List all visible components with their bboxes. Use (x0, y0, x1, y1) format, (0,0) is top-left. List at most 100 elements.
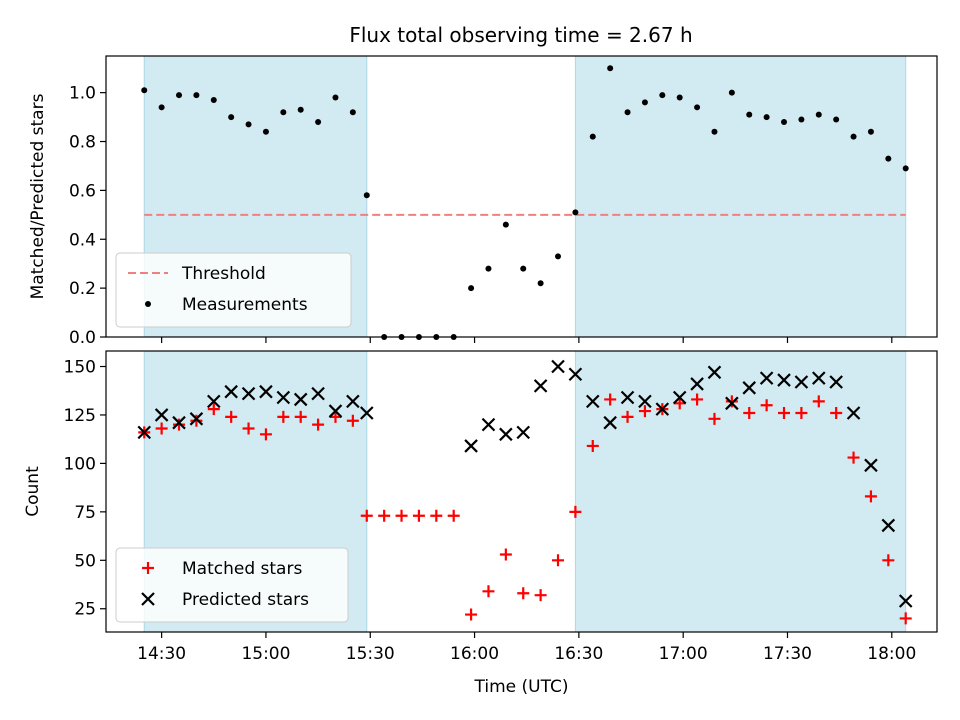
x-axis-label: Time (UTC) (474, 677, 569, 697)
data-point (781, 118, 788, 125)
y-tick-label: 75 (74, 503, 96, 523)
data-point (259, 384, 273, 399)
y-tick-label: 50 (74, 551, 96, 571)
data-point (898, 594, 913, 608)
y-tick-label: 0.4 (69, 230, 96, 250)
data-point (707, 365, 722, 380)
data-point (332, 94, 339, 101)
data-point (555, 253, 562, 260)
data-point (551, 359, 565, 374)
y-tick-label: 1.0 (69, 84, 96, 104)
data-point (517, 587, 530, 600)
data-point (534, 589, 547, 602)
data-point (447, 509, 460, 522)
observing-window-1 (574, 55, 907, 338)
data-point (794, 375, 809, 389)
data-point (795, 407, 808, 420)
data-point (829, 375, 843, 389)
data-point (193, 92, 200, 99)
data-point (621, 410, 634, 423)
data-point (464, 439, 478, 453)
x-tick-label: 16:30 (554, 644, 603, 664)
y-tick-label: 0.6 (69, 181, 96, 201)
data-point (155, 422, 168, 435)
data-point (552, 554, 565, 567)
data-point (241, 386, 256, 401)
data-point (728, 89, 735, 96)
y-tick-label: 100 (64, 454, 96, 474)
data-point (228, 114, 235, 121)
data-point (604, 393, 617, 406)
data-point (759, 371, 774, 385)
data-point (885, 155, 892, 162)
data-point (173, 418, 186, 431)
data-point (242, 422, 255, 435)
data-point (572, 209, 579, 216)
data-point (224, 384, 238, 399)
series-predicted-stars (137, 359, 913, 608)
series-matched-stars (138, 393, 912, 625)
data-point (207, 394, 221, 409)
ratio-panel: 0.0 0.2 0.4 0.6 0.8 1.0 Matched/Predicted star… (28, 55, 938, 348)
data-point (586, 439, 599, 452)
data-point (329, 410, 342, 423)
data-point (742, 381, 757, 395)
data-point (482, 585, 495, 598)
y-tick-label: 0.2 (69, 279, 96, 299)
y-tick-label: 125 (64, 406, 96, 426)
data-point (694, 104, 701, 111)
data-point (520, 265, 527, 272)
legend: Threshold Measurements (115, 252, 352, 328)
data-point (328, 404, 343, 418)
data-point (207, 403, 220, 416)
data-point (607, 65, 614, 72)
data-point (499, 548, 512, 561)
data-point (360, 509, 373, 522)
data-point (280, 109, 287, 116)
x-tick-label: 15:30 (346, 644, 395, 664)
data-point (638, 394, 652, 409)
data-point (499, 427, 513, 442)
data-point (481, 417, 496, 432)
data-point (569, 505, 582, 518)
data-point (676, 94, 683, 101)
data-point (210, 96, 217, 103)
data-point (777, 373, 791, 387)
data-point (691, 393, 704, 406)
data-point (902, 165, 909, 172)
data-point (589, 133, 596, 140)
x-tick-label: 15:00 (241, 644, 290, 664)
y-tick-label: 0.0 (69, 328, 96, 348)
legend-label: Matched stars (182, 559, 302, 579)
data-point (882, 554, 895, 567)
data-point (315, 118, 322, 125)
data-point (311, 386, 325, 401)
legend-swatch (142, 562, 154, 574)
data-point (190, 414, 203, 427)
count-panel: 25 50 75 100 125 150 14:30 15:00 15:30 16:00 16:30… (23, 350, 938, 697)
chart-title: Flux total observing time = 2.67 h (349, 23, 692, 47)
data-point (468, 285, 475, 292)
data-point (812, 395, 825, 408)
legend-label: Threshold (181, 264, 266, 284)
series-measurements (141, 65, 909, 340)
data-point (293, 392, 308, 407)
data-point (746, 111, 753, 118)
data-point (172, 415, 186, 430)
data-point (690, 377, 704, 391)
data-point (176, 92, 183, 99)
legend: Matched stars Predicted stars (115, 547, 349, 623)
legend-label: Predicted stars (182, 590, 309, 610)
data-point (465, 608, 478, 621)
data-point (537, 280, 544, 287)
data-point (516, 425, 531, 440)
data-point (158, 104, 165, 111)
data-point (833, 116, 840, 123)
axes-frame (105, 55, 938, 338)
data-point (430, 509, 443, 522)
data-point (395, 509, 408, 522)
data-point (655, 402, 670, 416)
data-point (864, 490, 877, 503)
data-point (276, 390, 291, 405)
data-point (798, 116, 805, 123)
